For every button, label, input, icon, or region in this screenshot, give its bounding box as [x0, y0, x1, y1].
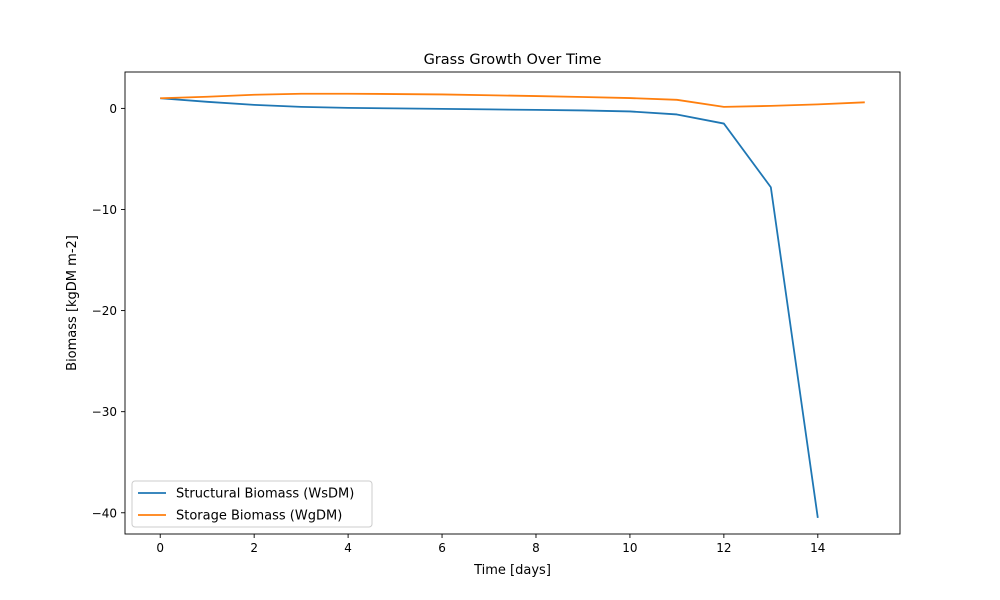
legend-box — [131, 480, 373, 528]
legend: Structural Biomass (WsDM) Storage Biomas… — [131, 480, 373, 528]
y-tick-label: −20 — [92, 304, 117, 318]
legend-label-storage: Storage Biomass (WgDM) — [176, 509, 342, 524]
x-tick-label: 12 — [716, 541, 731, 555]
y-tick-label: 0 — [109, 102, 117, 116]
x-tick-label: 14 — [810, 541, 825, 555]
plot-area-frame — [124, 71, 901, 535]
x-axis: 0 2 4 6 8 10 12 14 — [156, 534, 825, 555]
x-tick-label: 4 — [344, 541, 352, 555]
y-axis: 0 −10 −20 −30 −40 — [92, 102, 125, 520]
legend-label-structural: Structural Biomass (WsDM) — [176, 487, 354, 502]
y-tick-label: −30 — [92, 405, 117, 419]
y-tick-label: −10 — [92, 203, 117, 217]
x-axis-label: Time [days] — [473, 563, 551, 578]
x-tick-label: 10 — [622, 541, 637, 555]
series-line-structural — [160, 97, 819, 518]
chart-title: Grass Growth Over Time — [424, 52, 602, 68]
y-tick-label: −40 — [92, 506, 117, 520]
x-tick-label: 8 — [532, 541, 540, 555]
x-tick-label: 0 — [156, 541, 164, 555]
series-line-storage — [160, 92, 865, 108]
y-axis-label: Biomass [kgDM m-2] — [65, 235, 80, 371]
x-tick-label: 2 — [250, 541, 258, 555]
series-layer — [160, 92, 865, 518]
x-tick-label: 6 — [438, 541, 446, 555]
